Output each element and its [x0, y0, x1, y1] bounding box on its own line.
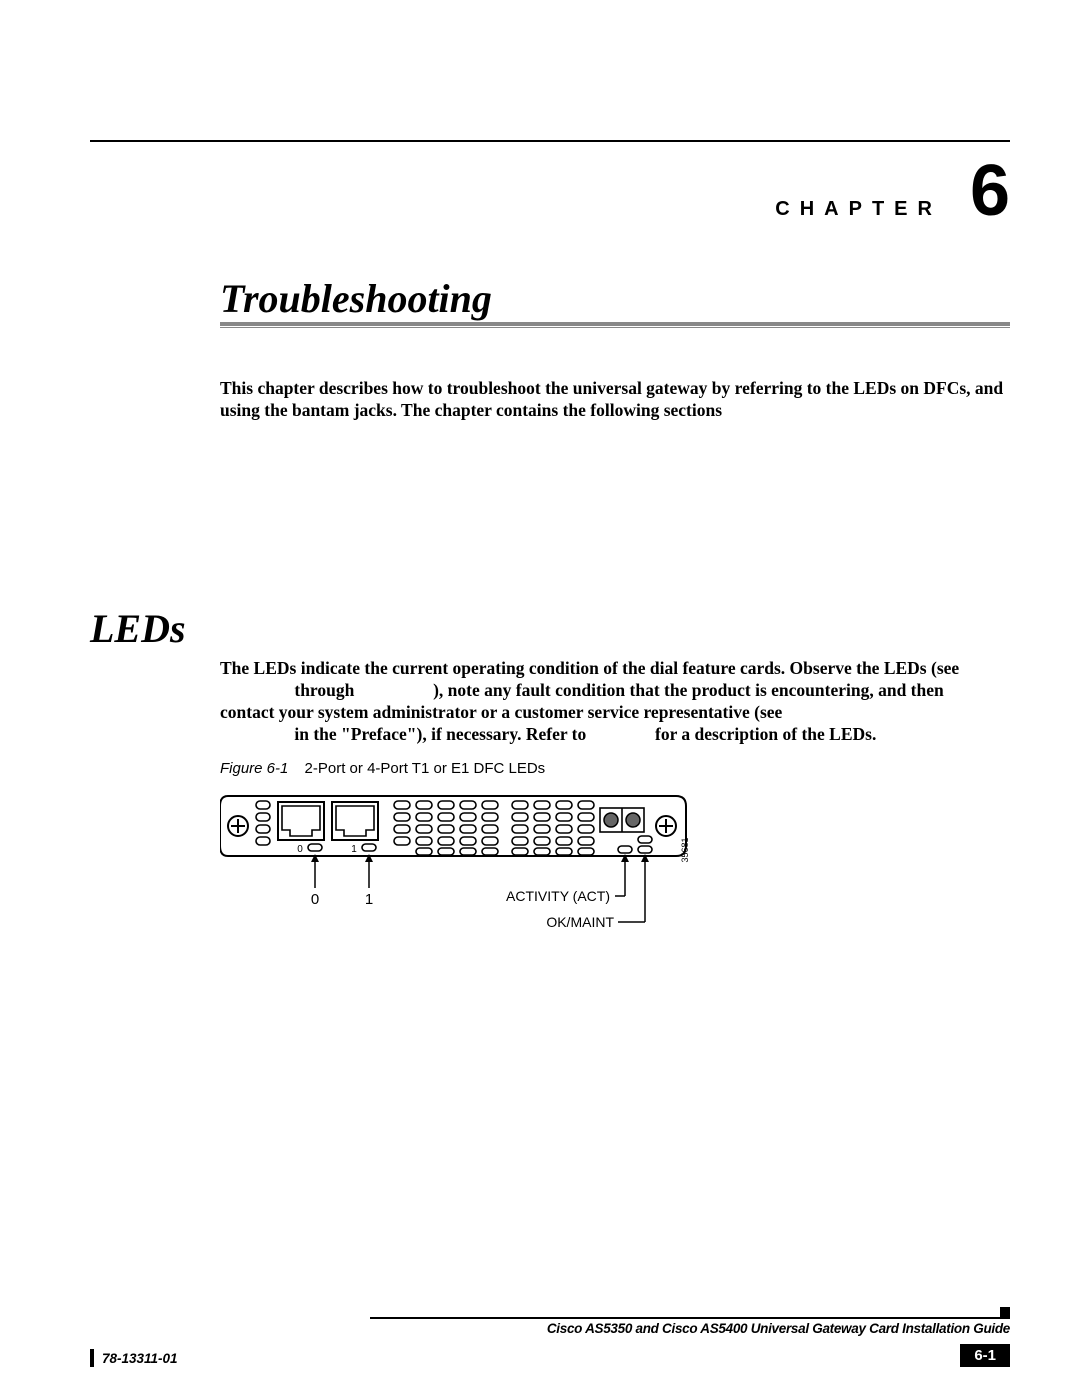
- footer-left-bar-icon: [90, 1349, 94, 1367]
- callout-activity: ACTIVITY (ACT): [506, 888, 610, 904]
- chapter-label: CHAPTER: [775, 198, 942, 221]
- faceplate-port0-label: 0: [297, 844, 303, 855]
- figure-label: Figure 6-1: [220, 760, 288, 777]
- section-body: The LEDs indicate the current operating …: [220, 658, 1010, 746]
- page-title: Troubleshooting: [220, 275, 492, 322]
- footer-doc-number: 78-13311-01: [102, 1351, 178, 1366]
- section-line-4a: in the "Preface"), if necessary. Refer t…: [294, 724, 586, 744]
- section-line-3: contact your system administrator or a c…: [220, 702, 782, 722]
- section-line-1: The LEDs indicate the current operating …: [220, 658, 959, 678]
- footer-left: 78-13311-01: [90, 1349, 178, 1367]
- footer-doc-title: Cisco AS5350 and Cisco AS5400 Universal …: [370, 1321, 1010, 1336]
- faceplate-port1-label: 1: [351, 844, 357, 855]
- figure-id: 35681: [680, 837, 690, 862]
- section-line-2b: ), note any fault condition that the pro…: [433, 680, 944, 700]
- chapter-number: 6: [970, 155, 1010, 227]
- callout-port0: 0: [311, 891, 319, 908]
- figure-caption-text: 2-Port or 4-Port T1 or E1 DFC LEDs: [305, 760, 546, 777]
- section-heading-leds: LEDs: [90, 605, 186, 652]
- section-line-2a: through: [294, 680, 354, 700]
- figure-caption: Figure 6-1 2-Port or 4-Port T1 or E1 DFC…: [220, 760, 545, 777]
- footer-page-number: 6-1: [960, 1344, 1010, 1367]
- page-footer: Cisco AS5350 and Cisco AS5400 Universal …: [90, 1317, 1010, 1367]
- title-rule: [220, 322, 1010, 328]
- footer-square-icon: [1000, 1307, 1010, 1317]
- callout-okmaint: OK/MAINT: [546, 914, 614, 930]
- top-horizontal-rule: [90, 140, 1010, 142]
- figure-diagram: 0 1: [220, 788, 700, 958]
- intro-paragraph: This chapter describes how to troublesho…: [220, 378, 1010, 422]
- chapter-heading: CHAPTER 6: [775, 155, 1010, 227]
- callout-port1: 1: [365, 891, 373, 908]
- footer-rule: [370, 1317, 1010, 1319]
- section-line-4b: for a description of the LEDs.: [655, 724, 876, 744]
